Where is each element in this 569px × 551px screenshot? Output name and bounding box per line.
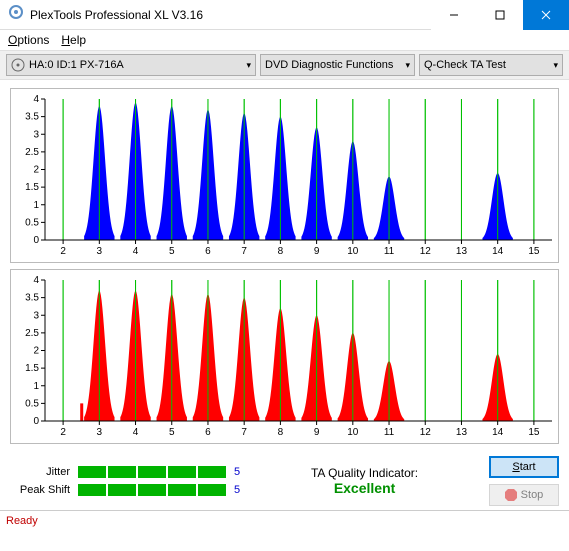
svg-text:8: 8 — [278, 427, 284, 438]
svg-text:0.5: 0.5 — [25, 217, 39, 228]
svg-text:2: 2 — [33, 165, 39, 176]
svg-text:6: 6 — [205, 427, 211, 438]
svg-text:4: 4 — [133, 427, 139, 438]
start-button[interactable]: Start — [489, 456, 559, 478]
svg-text:3: 3 — [97, 427, 103, 438]
svg-text:3.5: 3.5 — [25, 293, 39, 304]
disc-icon — [11, 58, 25, 72]
svg-text:1: 1 — [33, 200, 39, 211]
svg-text:0: 0 — [33, 235, 39, 246]
svg-text:9: 9 — [314, 246, 320, 257]
svg-text:6: 6 — [205, 246, 211, 257]
test-select[interactable]: Q-Check TA Test ▾ — [419, 54, 563, 76]
svg-text:7: 7 — [241, 246, 247, 257]
chevron-down-icon: ▾ — [405, 60, 410, 71]
peakshift-label: Peak Shift — [10, 484, 70, 496]
stop-button[interactable]: Stop — [489, 484, 559, 506]
svg-text:8: 8 — [278, 246, 284, 257]
app-icon — [6, 4, 26, 25]
svg-text:10: 10 — [347, 246, 359, 257]
svg-text:3.5: 3.5 — [25, 112, 39, 123]
function-select-label: DVD Diagnostic Functions — [265, 59, 401, 71]
stop-icon — [505, 489, 517, 501]
svg-text:13: 13 — [456, 246, 468, 257]
close-button[interactable] — [523, 0, 569, 30]
drive-select-label: HA:0 ID:1 PX-716A — [29, 59, 242, 71]
svg-text:4: 4 — [33, 275, 39, 286]
quality-value: Excellent — [240, 480, 489, 496]
svg-text:3: 3 — [97, 246, 103, 257]
svg-text:14: 14 — [492, 427, 504, 438]
minimize-button[interactable] — [431, 0, 477, 30]
svg-text:11: 11 — [384, 427, 395, 438]
drive-select[interactable]: HA:0 ID:1 PX-716A ▾ — [6, 54, 256, 76]
svg-text:1.5: 1.5 — [25, 363, 39, 374]
function-select[interactable]: DVD Diagnostic Functions ▾ — [260, 54, 415, 76]
svg-text:9: 9 — [314, 427, 320, 438]
svg-text:15: 15 — [528, 246, 540, 257]
svg-text:4: 4 — [133, 246, 139, 257]
svg-text:12: 12 — [420, 427, 432, 438]
menu-options[interactable]: Options — [8, 33, 49, 47]
svg-text:5: 5 — [169, 427, 175, 438]
jitter-bars — [78, 466, 226, 478]
svg-text:2: 2 — [33, 346, 39, 357]
chevron-down-icon: ▾ — [553, 60, 558, 71]
svg-text:2: 2 — [60, 427, 66, 438]
maximize-button[interactable] — [477, 0, 523, 30]
svg-text:4: 4 — [33, 94, 39, 105]
svg-text:3: 3 — [33, 310, 39, 321]
svg-text:13: 13 — [456, 427, 468, 438]
svg-text:15: 15 — [528, 427, 540, 438]
svg-text:10: 10 — [347, 427, 359, 438]
quality-label: TA Quality Indicator: — [240, 466, 489, 480]
status-text: Ready — [6, 515, 38, 527]
top-chart: 0 0.5 1 1.5 2 2.5 3 3.5 4 2 3 4 5 6 7 8 9 10 11 12 13 14 15 — [10, 88, 559, 263]
svg-text:1: 1 — [33, 381, 39, 392]
svg-text:2.5: 2.5 — [25, 147, 39, 158]
svg-text:7: 7 — [241, 427, 247, 438]
stop-button-label: Stop — [521, 489, 544, 501]
svg-text:0.5: 0.5 — [25, 398, 39, 409]
svg-text:2.5: 2.5 — [25, 328, 39, 339]
jitter-label: Jitter — [10, 466, 70, 478]
bottom-chart: 0 0.5 1 1.5 2 2.5 3 3.5 4 2 3 4 5 6 7 8 9 10 11 12 13 14 15 — [10, 269, 559, 444]
test-select-label: Q-Check TA Test — [424, 59, 549, 71]
svg-text:5: 5 — [169, 246, 175, 257]
svg-text:2: 2 — [60, 246, 66, 257]
svg-text:0: 0 — [33, 416, 39, 427]
svg-text:11: 11 — [384, 246, 395, 257]
svg-text:1.5: 1.5 — [25, 182, 39, 193]
svg-text:14: 14 — [492, 246, 504, 257]
svg-text:12: 12 — [420, 246, 432, 257]
window-title: PlexTools Professional XL V3.16 — [30, 8, 431, 22]
peakshift-bars — [78, 484, 226, 496]
chevron-down-icon: ▾ — [246, 60, 251, 71]
menu-help[interactable]: Help — [61, 33, 86, 47]
svg-text:3: 3 — [33, 129, 39, 140]
